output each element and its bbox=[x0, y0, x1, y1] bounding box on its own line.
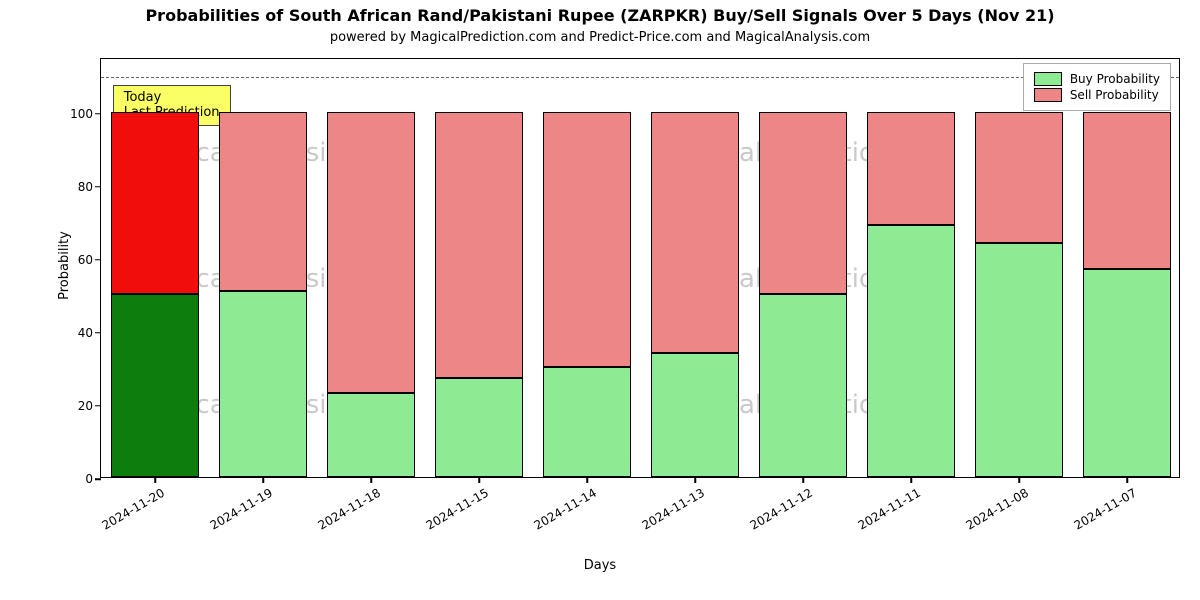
bar-sell bbox=[867, 112, 956, 225]
ytick-label: 40 bbox=[78, 326, 101, 340]
bar-buy bbox=[219, 291, 308, 477]
legend-label-buy: Buy Probability bbox=[1070, 72, 1160, 86]
ytick-label: 100 bbox=[70, 107, 101, 121]
x-axis-label: Days bbox=[0, 558, 1200, 573]
bar-sell bbox=[435, 112, 524, 379]
legend: Buy Probability Sell Probability bbox=[1023, 63, 1171, 111]
figure: Probabilities of South African Rand/Paki… bbox=[0, 0, 1200, 600]
bar-sell bbox=[975, 112, 1064, 243]
y-axis-label: Probability bbox=[57, 231, 72, 300]
xtick-label: 2024-11-07 bbox=[1067, 477, 1139, 533]
bar-buy bbox=[111, 294, 200, 477]
bar-buy bbox=[543, 367, 632, 477]
bar-buy bbox=[651, 353, 740, 477]
plot-area: MagicalAnalysis.comMagicalPrediction.com… bbox=[100, 58, 1180, 478]
legend-label-sell: Sell Probability bbox=[1070, 88, 1159, 102]
bar-sell bbox=[111, 112, 200, 295]
bar-sell bbox=[1083, 112, 1172, 269]
bar-buy bbox=[1083, 269, 1172, 477]
ytick-label: 0 bbox=[85, 472, 101, 486]
ytick-label: 80 bbox=[78, 180, 101, 194]
xtick-label: 2024-11-18 bbox=[311, 477, 383, 533]
ytick-label: 20 bbox=[78, 399, 101, 413]
xtick-label: 2024-11-14 bbox=[527, 477, 599, 533]
bar-sell bbox=[219, 112, 308, 291]
bar-sell bbox=[543, 112, 632, 368]
legend-swatch-sell bbox=[1034, 88, 1062, 102]
bar-sell bbox=[327, 112, 416, 393]
bar-buy bbox=[327, 393, 416, 477]
bar-buy bbox=[867, 225, 956, 477]
chart-subtitle: powered by MagicalPrediction.com and Pre… bbox=[0, 30, 1200, 45]
xtick-label: 2024-11-20 bbox=[95, 477, 167, 533]
xtick-label: 2024-11-12 bbox=[743, 477, 815, 533]
bar-sell bbox=[651, 112, 740, 353]
bar-buy bbox=[435, 378, 524, 477]
xtick-label: 2024-11-13 bbox=[635, 477, 707, 533]
bar-sell bbox=[759, 112, 848, 295]
xtick-label: 2024-11-19 bbox=[203, 477, 275, 533]
legend-row-sell: Sell Probability bbox=[1034, 88, 1160, 102]
chart-title: Probabilities of South African Rand/Paki… bbox=[0, 6, 1200, 25]
legend-row-buy: Buy Probability bbox=[1034, 72, 1160, 86]
legend-swatch-buy bbox=[1034, 72, 1062, 86]
bar-buy bbox=[975, 243, 1064, 477]
xtick-label: 2024-11-08 bbox=[959, 477, 1031, 533]
reference-dashed-line bbox=[101, 77, 1179, 78]
ytick-label: 60 bbox=[78, 253, 101, 267]
bar-buy bbox=[759, 294, 848, 477]
xtick-label: 2024-11-15 bbox=[419, 477, 491, 533]
today-annotation-l1: Today bbox=[124, 90, 220, 106]
xtick-label: 2024-11-11 bbox=[851, 477, 923, 533]
